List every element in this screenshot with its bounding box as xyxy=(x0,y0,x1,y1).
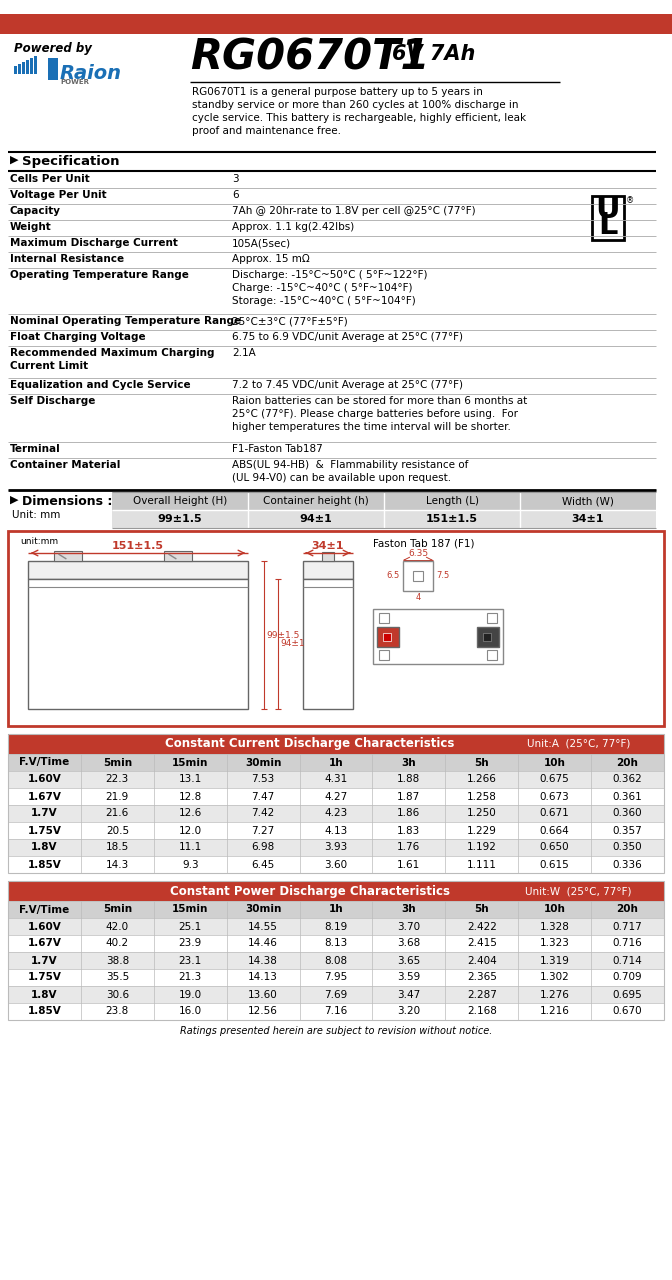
Polygon shape xyxy=(373,609,503,664)
Text: Current Limit: Current Limit xyxy=(10,361,88,371)
Text: 30min: 30min xyxy=(245,758,282,768)
Text: Width (W): Width (W) xyxy=(562,495,614,506)
Text: 1.266: 1.266 xyxy=(467,774,497,785)
Text: Approx. 1.1 kg(2.42lbs): Approx. 1.1 kg(2.42lbs) xyxy=(232,221,354,232)
Text: RG0670T1: RG0670T1 xyxy=(190,36,429,78)
Polygon shape xyxy=(8,733,664,754)
Text: 1.75V: 1.75V xyxy=(28,826,61,836)
Text: 1.60V: 1.60V xyxy=(28,922,61,932)
Polygon shape xyxy=(413,571,423,581)
Text: 2.404: 2.404 xyxy=(467,955,497,965)
Text: 151±1.5: 151±1.5 xyxy=(426,515,478,524)
Polygon shape xyxy=(379,650,389,660)
Text: 18.5: 18.5 xyxy=(106,842,129,852)
Polygon shape xyxy=(477,626,499,646)
Text: 7.69: 7.69 xyxy=(325,989,347,1000)
Text: Discharge: -15°C~50°C ( 5°F~122°F): Discharge: -15°C~50°C ( 5°F~122°F) xyxy=(232,270,427,280)
Text: 1.67V: 1.67V xyxy=(28,938,61,948)
Text: 0.671: 0.671 xyxy=(540,809,570,818)
Polygon shape xyxy=(30,58,33,74)
Text: RG0670T1 is a general purpose battery up to 5 years in: RG0670T1 is a general purpose battery up… xyxy=(192,87,483,97)
Polygon shape xyxy=(26,60,29,74)
Text: 6.98: 6.98 xyxy=(251,842,275,852)
Polygon shape xyxy=(8,805,664,822)
Text: (UL 94-V0) can be available upon request.: (UL 94-V0) can be available upon request… xyxy=(232,474,451,483)
Text: 1.216: 1.216 xyxy=(540,1006,570,1016)
Text: 1.111: 1.111 xyxy=(467,859,497,869)
Text: 8.19: 8.19 xyxy=(325,922,347,932)
Text: 12.6: 12.6 xyxy=(179,809,202,818)
Text: 12.56: 12.56 xyxy=(248,1006,278,1016)
Text: Recommended Maximum Charging: Recommended Maximum Charging xyxy=(10,348,214,358)
Text: Operating Temperature Range: Operating Temperature Range xyxy=(10,270,189,280)
Text: U: U xyxy=(595,196,620,224)
Text: 4.13: 4.13 xyxy=(325,826,347,836)
Polygon shape xyxy=(40,58,58,79)
Text: 0.675: 0.675 xyxy=(540,774,570,785)
Text: 0.360: 0.360 xyxy=(613,809,642,818)
Text: Constant Power Discharge Characteristics: Constant Power Discharge Characteristics xyxy=(170,884,450,897)
Text: 7.27: 7.27 xyxy=(251,826,275,836)
Text: 42.0: 42.0 xyxy=(106,922,129,932)
Text: Ratings presented herein are subject to revision without notice.: Ratings presented herein are subject to … xyxy=(180,1027,492,1036)
Text: 1.302: 1.302 xyxy=(540,973,570,983)
Text: 1.319: 1.319 xyxy=(540,955,570,965)
Text: 23.9: 23.9 xyxy=(179,938,202,948)
Text: higher temperatures the time interval will be shorter.: higher temperatures the time interval wi… xyxy=(232,422,511,431)
Text: 7.95: 7.95 xyxy=(325,973,347,983)
Text: 94±1: 94±1 xyxy=(300,515,333,524)
Text: POWER: POWER xyxy=(60,79,89,84)
Text: 8.13: 8.13 xyxy=(325,938,347,948)
Text: Internal Resistance: Internal Resistance xyxy=(10,253,124,264)
Text: 2.1A: 2.1A xyxy=(232,348,256,358)
Text: Storage: -15°C~40°C ( 5°F~104°F): Storage: -15°C~40°C ( 5°F~104°F) xyxy=(232,296,416,306)
Polygon shape xyxy=(8,969,664,986)
Text: 21.3: 21.3 xyxy=(179,973,202,983)
Text: 7.53: 7.53 xyxy=(251,774,275,785)
Text: 7.42: 7.42 xyxy=(251,809,275,818)
Polygon shape xyxy=(303,579,353,709)
Text: 14.3: 14.3 xyxy=(106,859,129,869)
Polygon shape xyxy=(28,579,248,709)
Text: 25°C (77°F). Please charge batteries before using.  For: 25°C (77°F). Please charge batteries bef… xyxy=(232,410,518,419)
Text: 5min: 5min xyxy=(103,758,132,768)
Polygon shape xyxy=(8,1004,664,1020)
Text: Cells Per Unit: Cells Per Unit xyxy=(10,174,90,184)
Text: 1.67V: 1.67V xyxy=(28,791,61,801)
Text: 0.670: 0.670 xyxy=(613,1006,642,1016)
Text: 0.615: 0.615 xyxy=(540,859,570,869)
Text: 1.250: 1.250 xyxy=(467,809,497,818)
Text: 14.38: 14.38 xyxy=(248,955,278,965)
Text: 0.714: 0.714 xyxy=(613,955,642,965)
Text: 0.350: 0.350 xyxy=(613,842,642,852)
Text: ®: ® xyxy=(626,196,634,205)
Text: 1.258: 1.258 xyxy=(467,791,497,801)
Text: 2.415: 2.415 xyxy=(467,938,497,948)
Text: Nominal Operating Temperature Range: Nominal Operating Temperature Range xyxy=(10,316,241,326)
Text: 38.8: 38.8 xyxy=(106,955,129,965)
Text: 25.1: 25.1 xyxy=(179,922,202,932)
Polygon shape xyxy=(14,67,17,74)
Text: F.V/Time: F.V/Time xyxy=(19,758,70,768)
Text: 3.70: 3.70 xyxy=(397,922,421,932)
Text: 3.68: 3.68 xyxy=(397,938,421,948)
Text: 11.1: 11.1 xyxy=(179,842,202,852)
Text: ABS(UL 94-HB)  &  Flammability resistance of: ABS(UL 94-HB) & Flammability resistance … xyxy=(232,460,468,470)
Text: 1h: 1h xyxy=(329,758,343,768)
Text: Unit:W  (25°C, 77°F): Unit:W (25°C, 77°F) xyxy=(526,886,632,896)
Text: Faston Tab 187 (F1): Faston Tab 187 (F1) xyxy=(373,539,474,549)
Polygon shape xyxy=(403,561,433,591)
Text: standby service or more than 260 cycles at 100% discharge in: standby service or more than 260 cycles … xyxy=(192,100,519,110)
Text: 34±1: 34±1 xyxy=(312,541,344,550)
Text: Charge: -15°C~40°C ( 5°F~104°F): Charge: -15°C~40°C ( 5°F~104°F) xyxy=(232,283,413,293)
Text: 13.1: 13.1 xyxy=(179,774,202,785)
Polygon shape xyxy=(8,788,664,805)
Text: 9.3: 9.3 xyxy=(182,859,198,869)
Polygon shape xyxy=(8,822,664,838)
Polygon shape xyxy=(8,838,664,856)
Text: F.V/Time: F.V/Time xyxy=(19,905,70,914)
Text: cycle service. This battery is rechargeable, highly efficient, leak: cycle service. This battery is rechargea… xyxy=(192,113,526,123)
Text: Container Material: Container Material xyxy=(10,460,120,470)
Text: 1.323: 1.323 xyxy=(540,938,570,948)
